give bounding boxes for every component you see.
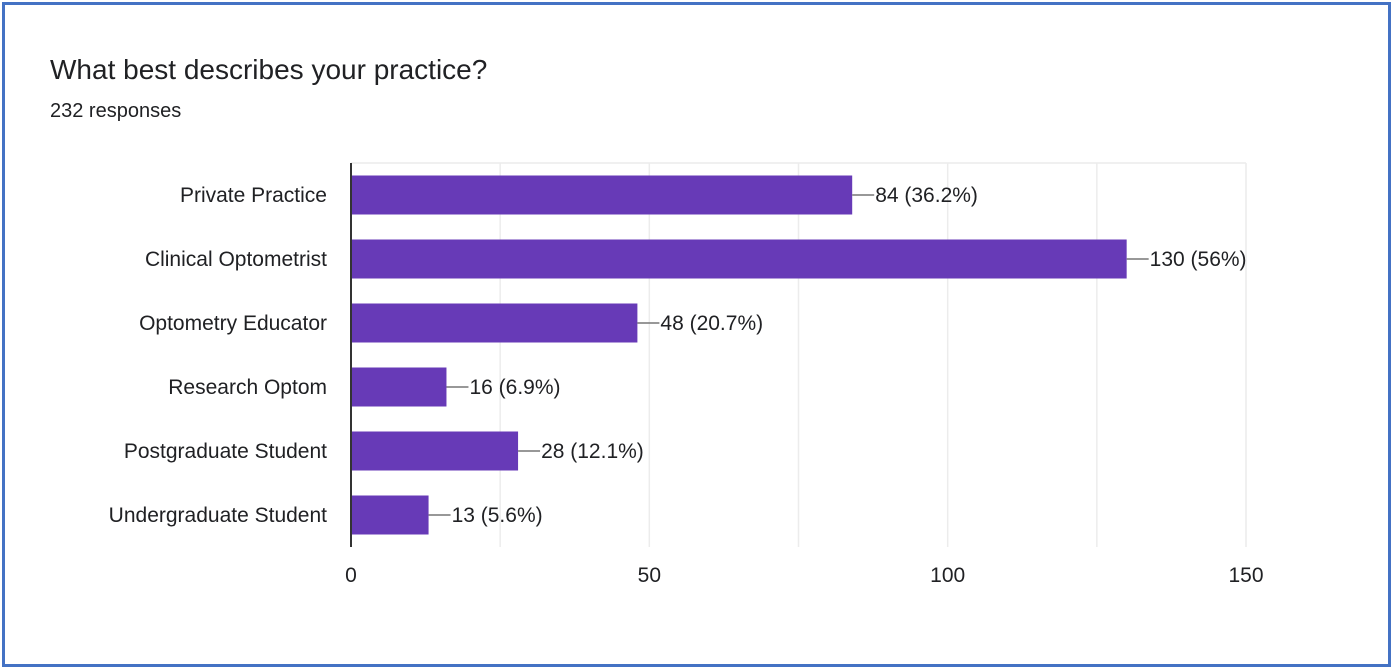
category-label-3: Research Optom: [168, 376, 327, 399]
chart-title: What best describes your practice?: [50, 54, 488, 85]
data-label-5: 13 (5.6%): [452, 504, 543, 527]
x-tick-label-3: 150: [1228, 564, 1263, 587]
bar-5: [351, 495, 429, 535]
data-label-3: 16 (6.9%): [469, 376, 560, 399]
category-label-2: Optometry Educator: [139, 312, 327, 335]
x-tick-label-0: 0: [345, 564, 357, 587]
data-label-2: 48 (20.7%): [660, 312, 763, 335]
labels: 84 (36.2%) Private Practice 130 (56%) Clini…: [109, 184, 1247, 527]
bars: [351, 175, 1127, 535]
data-label-0: 84 (36.2%): [875, 184, 978, 207]
data-label-1: 130 (56%): [1150, 248, 1247, 271]
bar-0: [351, 175, 853, 215]
response-count: 232 responses: [50, 100, 182, 122]
category-label-1: Clinical Optometrist: [145, 248, 327, 271]
category-label-4: Postgraduate Student: [124, 440, 327, 463]
bar-4: [351, 431, 519, 471]
bar-3: [351, 367, 447, 407]
x-tick-label-2: 100: [930, 564, 965, 587]
bar-1: [351, 239, 1127, 279]
bar-2: [351, 303, 638, 343]
category-label-5: Undergraduate Student: [109, 504, 327, 527]
x-tick-label-1: 50: [638, 564, 661, 587]
category-label-0: Private Practice: [180, 184, 327, 207]
data-label-4: 28 (12.1%): [541, 440, 644, 463]
axes: 0 50 100 150: [345, 163, 1264, 587]
grid-lines: [351, 162, 1247, 547]
